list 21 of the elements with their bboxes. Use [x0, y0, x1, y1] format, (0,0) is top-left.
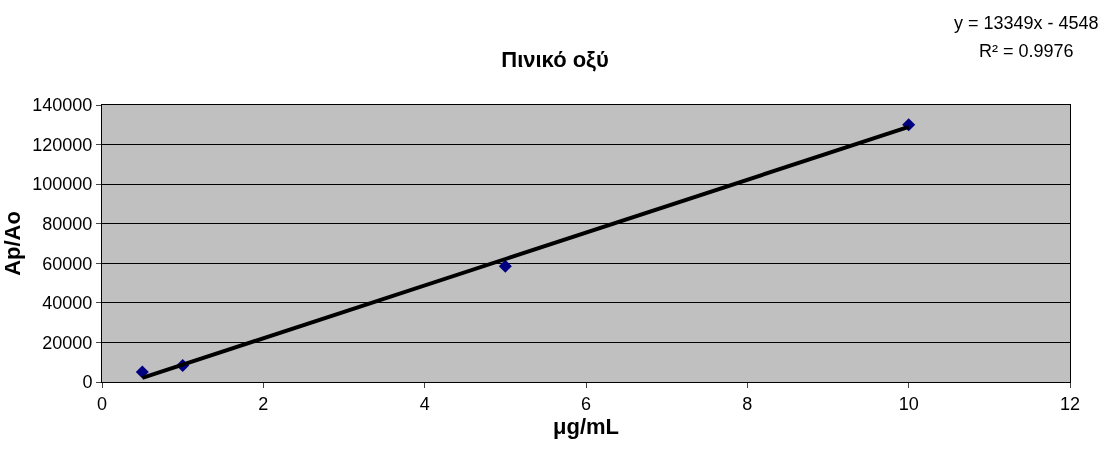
x-axis-title: μg/mL [552, 413, 620, 439]
text: R² = 0.9976 [979, 41, 1074, 61]
y-tick-label: 80000 [42, 214, 93, 235]
y-tick-label: 120000 [32, 134, 93, 155]
text: y = 13349x - 4548 [954, 13, 1099, 33]
y-tick-label: 100000 [32, 174, 93, 195]
x-tick-label: 6 [580, 393, 592, 414]
x-tick-label: 10 [898, 393, 919, 414]
x-tick-label: 2 [258, 393, 269, 414]
x-tick-label: 4 [419, 393, 430, 414]
point [498, 259, 512, 273]
y-axis-title: Ap/Ao [0, 211, 26, 276]
y-tick-label: 40000 [42, 293, 93, 314]
x-tick-label: 8 [742, 393, 753, 414]
x-tick-label: 0 [96, 393, 108, 414]
y-tick-label: 60000 [42, 253, 93, 274]
y-tick-label: 20000 [42, 332, 93, 353]
x-tick-label: 12 [1059, 393, 1081, 414]
chart-title: Πινικό οξύ [501, 47, 609, 73]
y-tick-label: 140000 [32, 95, 93, 116]
y-tick-label: 0 [82, 372, 93, 393]
